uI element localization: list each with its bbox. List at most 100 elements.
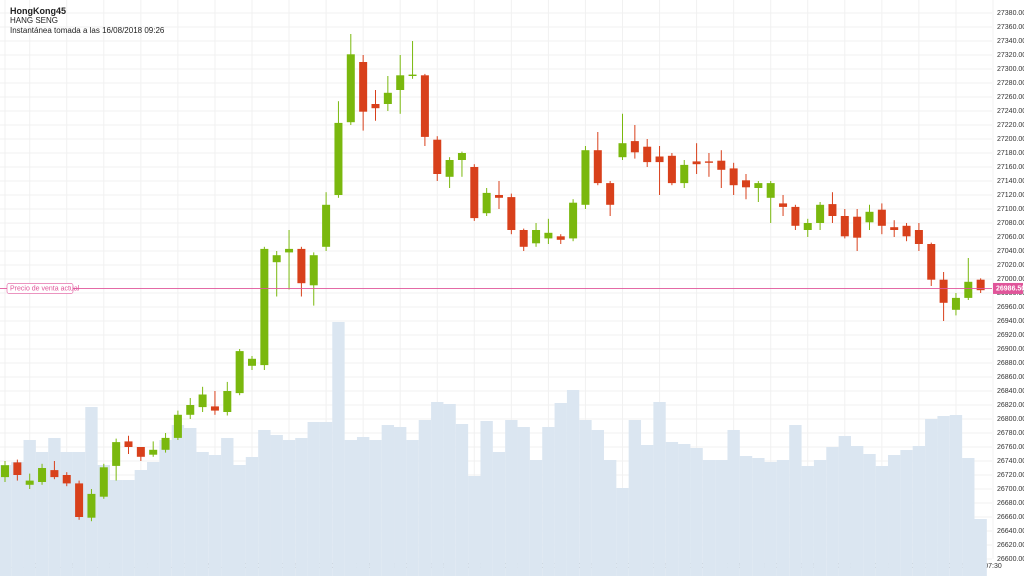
volume-bar [159,440,172,576]
y-tick-label: 26840.00 [997,388,1024,395]
y-tick-label: 27120.00 [997,192,1024,199]
candle-body [210,406,219,411]
volume-bar [184,428,197,576]
candle-body [680,164,689,184]
price-label-box [993,282,1023,294]
y-tick-label: 27320.00 [997,52,1024,59]
y-tick-label: 26600.00 [997,556,1024,563]
volume-bar [492,452,506,576]
volume-bar [974,519,987,576]
volume-bar [566,390,580,576]
y-tick-label: 26760.00 [997,444,1024,451]
price-text: Precio de venta actual [10,285,80,292]
volume-bar [616,488,629,576]
volume-bar [418,420,432,576]
volume-bar [641,445,654,576]
y-tick-label: 27000.00 [997,276,1024,283]
candle-body [754,183,763,188]
y-tick-label: 27240.00 [997,108,1024,115]
y-tick-label: 26820.00 [997,402,1024,409]
volume-bar [715,460,728,576]
candle-body [420,75,429,137]
y-tick-label: 27160.00 [997,164,1024,171]
candle-body [99,467,108,497]
volume-bar [122,480,135,576]
candle-body [742,180,750,188]
volume-bar [505,420,518,576]
y-tick-label: 27360.00 [997,24,1024,31]
candle-body [914,230,923,244]
volume-bar [270,435,283,576]
candle-body [38,468,47,482]
candle-body [13,462,22,475]
volume-bar [332,322,345,576]
candle-body [260,248,269,366]
volume-bar [23,440,36,576]
y-tick-label: 26900.00 [997,346,1024,353]
candle-body [309,255,318,286]
volume-bar [48,438,61,576]
volume-bar [776,460,790,576]
candle-body [816,204,825,223]
y-tick-label: 27060.00 [997,234,1024,241]
candle-body [544,232,553,239]
y-tick-label: 27220.00 [997,122,1024,129]
volume-bar [591,430,604,576]
candle-body [1,465,9,478]
candle-body [865,211,874,223]
volume-bar [937,416,950,576]
candle-body [840,216,849,237]
candle-body [470,167,479,219]
candle-body [359,62,368,112]
candle-body [198,394,207,408]
y-tick-label: 26920.00 [997,332,1024,339]
price-label: 26986.50 [996,285,1024,292]
candle-body [495,195,503,198]
title: HongKong45 [10,6,66,16]
candle-body [223,391,232,412]
volume-bar [752,458,765,576]
candle-body [149,449,158,455]
candle-body [643,146,652,163]
candle-body [285,248,294,253]
y-tick-label: 27020.00 [997,262,1024,269]
candle-body [828,204,837,216]
candle-body [939,279,948,303]
volume-bar [381,425,395,576]
volume-bar [579,420,592,576]
volume-bar [949,415,963,576]
candle-body [346,54,355,123]
y-tick-label: 27260.00 [997,94,1024,101]
candle-body [532,230,541,244]
volume-bar [295,438,308,576]
volume-bar [480,421,493,576]
y-tick-label: 26680.00 [997,500,1024,507]
y-tick-label: 26880.00 [997,360,1024,367]
volume-bar [813,460,827,576]
subtitle: HANG SENG [10,16,59,25]
volume-bar [727,430,740,576]
candle-body [297,248,306,284]
volume-bar [653,402,666,576]
volume-bar [665,442,679,576]
candle-body [50,470,59,478]
volume-bar [962,458,975,576]
candle-body [729,168,738,186]
volume-bar [258,430,271,576]
candle-body [136,447,145,457]
volume-bar [739,456,753,576]
candle-body [186,405,195,415]
volume-bar [60,452,73,576]
volume-bar [196,452,209,576]
candle-body [927,244,936,280]
y-tick-label: 26740.00 [997,458,1024,465]
volume-bar [603,460,617,576]
candle-body [75,483,84,517]
candle-body [507,197,516,230]
candle-body [766,183,775,198]
volume-bar [369,440,382,576]
y-tick-label: 27140.00 [997,178,1024,185]
volume-bar [431,402,444,576]
candle-body [581,150,590,205]
